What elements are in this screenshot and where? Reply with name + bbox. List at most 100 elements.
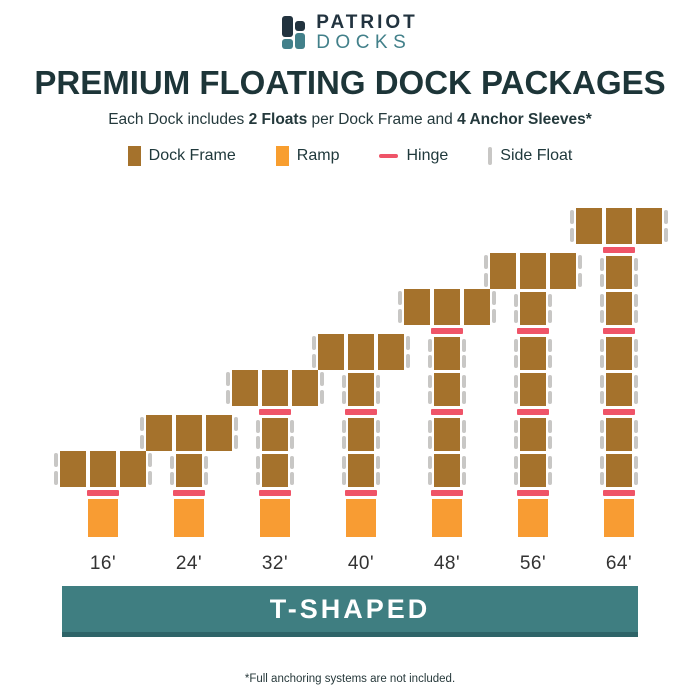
legend-label-dock-frame: Dock Frame bbox=[148, 146, 236, 164]
dock-64ft: 64' bbox=[570, 208, 668, 575]
side-float bbox=[140, 417, 144, 431]
shape-banner: T-SHAPED bbox=[62, 586, 638, 637]
side-float bbox=[492, 309, 496, 323]
side-float bbox=[548, 391, 552, 404]
side-float bbox=[634, 310, 638, 323]
side-float bbox=[226, 372, 230, 386]
side-float bbox=[428, 420, 432, 433]
side-float bbox=[428, 375, 432, 388]
ramp bbox=[432, 499, 462, 537]
side-float bbox=[578, 273, 582, 287]
hinge bbox=[517, 490, 549, 496]
side-float bbox=[600, 472, 604, 485]
logo-mark-icon bbox=[282, 16, 306, 50]
side-float bbox=[548, 310, 552, 323]
side-float bbox=[342, 375, 346, 388]
ramp bbox=[518, 499, 548, 537]
side-float bbox=[634, 391, 638, 404]
side-float bbox=[634, 420, 638, 433]
side-float bbox=[312, 336, 316, 350]
side-float bbox=[600, 258, 604, 271]
dock-length-label: 40' bbox=[347, 553, 375, 574]
subtitle: Each Dock includes 2 Floats per Dock Fra… bbox=[0, 111, 700, 129]
side-float bbox=[462, 355, 466, 368]
dock-length-label: 24' bbox=[175, 553, 203, 574]
hinge bbox=[431, 409, 463, 415]
side-float bbox=[548, 436, 552, 449]
dock-frame-section bbox=[60, 451, 86, 487]
side-float bbox=[428, 355, 432, 368]
dock-length-label: 16' bbox=[89, 553, 117, 574]
logo: PATRIOT DOCKS bbox=[0, 0, 700, 53]
side-float bbox=[312, 354, 316, 368]
logo-wordmark: PATRIOT DOCKS bbox=[316, 13, 418, 53]
dock-frame-section bbox=[90, 451, 116, 487]
dock-head bbox=[398, 289, 496, 325]
side-float bbox=[484, 273, 488, 287]
side-float bbox=[406, 336, 410, 350]
dock-frame-section bbox=[576, 208, 602, 244]
dock-frame-section bbox=[600, 373, 638, 406]
dock-48ft-stack bbox=[398, 289, 496, 537]
hinge bbox=[517, 328, 549, 334]
side-float bbox=[376, 436, 380, 449]
ramp bbox=[174, 499, 204, 537]
dock-frame-section bbox=[342, 454, 380, 487]
dock-48ft: 48' bbox=[398, 289, 496, 575]
side-float bbox=[226, 390, 230, 404]
side-float bbox=[514, 420, 518, 433]
dock-head bbox=[484, 253, 582, 289]
side-float bbox=[398, 291, 402, 305]
side-float bbox=[428, 472, 432, 485]
dock-16ft-stack bbox=[54, 451, 152, 537]
dock-frame-section bbox=[514, 373, 552, 406]
dock-frame-section bbox=[232, 370, 258, 406]
dock-length-label: 56' bbox=[519, 553, 547, 574]
hinge bbox=[259, 490, 291, 496]
dock-frame-section bbox=[342, 418, 380, 451]
dock-24ft-stack bbox=[140, 415, 238, 537]
side-float bbox=[514, 310, 518, 323]
dock-24ft: 24' bbox=[140, 415, 238, 575]
legend-item-hinge: Hinge bbox=[379, 147, 448, 165]
dock-head bbox=[570, 208, 668, 244]
page-title: PREMIUM FLOATING DOCK PACKAGES bbox=[34, 63, 666, 101]
side-float bbox=[428, 436, 432, 449]
side-float bbox=[634, 472, 638, 485]
dock-frame-section bbox=[550, 253, 576, 289]
side-float bbox=[600, 436, 604, 449]
side-float-swatch-icon bbox=[488, 146, 493, 165]
dock-frame-section bbox=[428, 373, 466, 406]
side-float bbox=[462, 456, 466, 469]
dock-frame-section bbox=[292, 370, 318, 406]
side-float bbox=[514, 391, 518, 404]
hinge bbox=[345, 409, 377, 415]
legend-item-ramp: Ramp bbox=[275, 145, 340, 166]
hinge bbox=[87, 490, 119, 496]
side-float bbox=[462, 472, 466, 485]
side-float bbox=[234, 417, 238, 431]
subtitle-part2: per Dock Frame and bbox=[307, 110, 458, 128]
legend-label-ramp: Ramp bbox=[296, 146, 340, 164]
dock-frame-section bbox=[318, 334, 344, 370]
side-float bbox=[634, 355, 638, 368]
hinge bbox=[603, 247, 635, 253]
dock-frame-section bbox=[256, 454, 294, 487]
side-float bbox=[492, 291, 496, 305]
docks-row: 16' 24' 32' 40' 48' 56' 64' bbox=[54, 208, 668, 575]
side-float bbox=[140, 435, 144, 449]
dock-frame-swatch-icon bbox=[127, 145, 141, 166]
dock-frame-section bbox=[404, 289, 430, 325]
hinge bbox=[431, 328, 463, 334]
hinge bbox=[517, 409, 549, 415]
hinge bbox=[603, 328, 635, 334]
side-float bbox=[600, 339, 604, 352]
side-float bbox=[428, 456, 432, 469]
dock-frame-section bbox=[606, 208, 632, 244]
side-float bbox=[462, 375, 466, 388]
dock-head bbox=[312, 334, 410, 370]
dock-frame-section bbox=[514, 454, 552, 487]
side-float bbox=[290, 472, 294, 485]
side-float bbox=[376, 375, 380, 388]
dock-56ft: 56' bbox=[484, 253, 582, 575]
